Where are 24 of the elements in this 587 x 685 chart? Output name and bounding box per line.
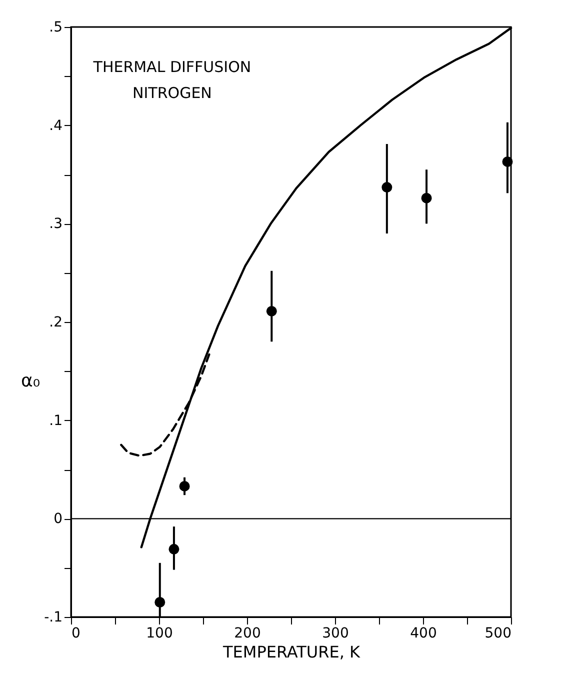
annotation: THERMAL DIFFUSION (92, 58, 252, 76)
point (266, 306, 277, 316)
point (168, 544, 180, 554)
x-tick-label: 300 (322, 626, 349, 642)
x-tick-label: 200 (234, 626, 261, 642)
point (421, 192, 432, 204)
point (179, 480, 190, 492)
point (154, 597, 166, 608)
y-tick-label: 0 (54, 511, 62, 528)
y-axis-title: α₀ (20, 370, 40, 392)
y-tick-label: .3 (49, 216, 62, 232)
y-tick-label: .4 (49, 118, 63, 134)
y-tick-label: .5 (49, 20, 62, 36)
point (502, 156, 513, 167)
point (382, 182, 392, 193)
x-axis-title: TEMPERATURE, K (222, 642, 360, 662)
y-tick-label: -.1 (44, 610, 62, 626)
annotation: NITROGEN (132, 84, 212, 102)
x-tick-label: 0 (72, 626, 80, 642)
y-tick-label: .2 (49, 314, 62, 330)
x-tick-label: 100 (146, 626, 173, 642)
x-tick-label: 500 (484, 626, 512, 642)
y-tick-label: .1 (49, 412, 62, 429)
x-tick-label: 400 (410, 626, 437, 642)
